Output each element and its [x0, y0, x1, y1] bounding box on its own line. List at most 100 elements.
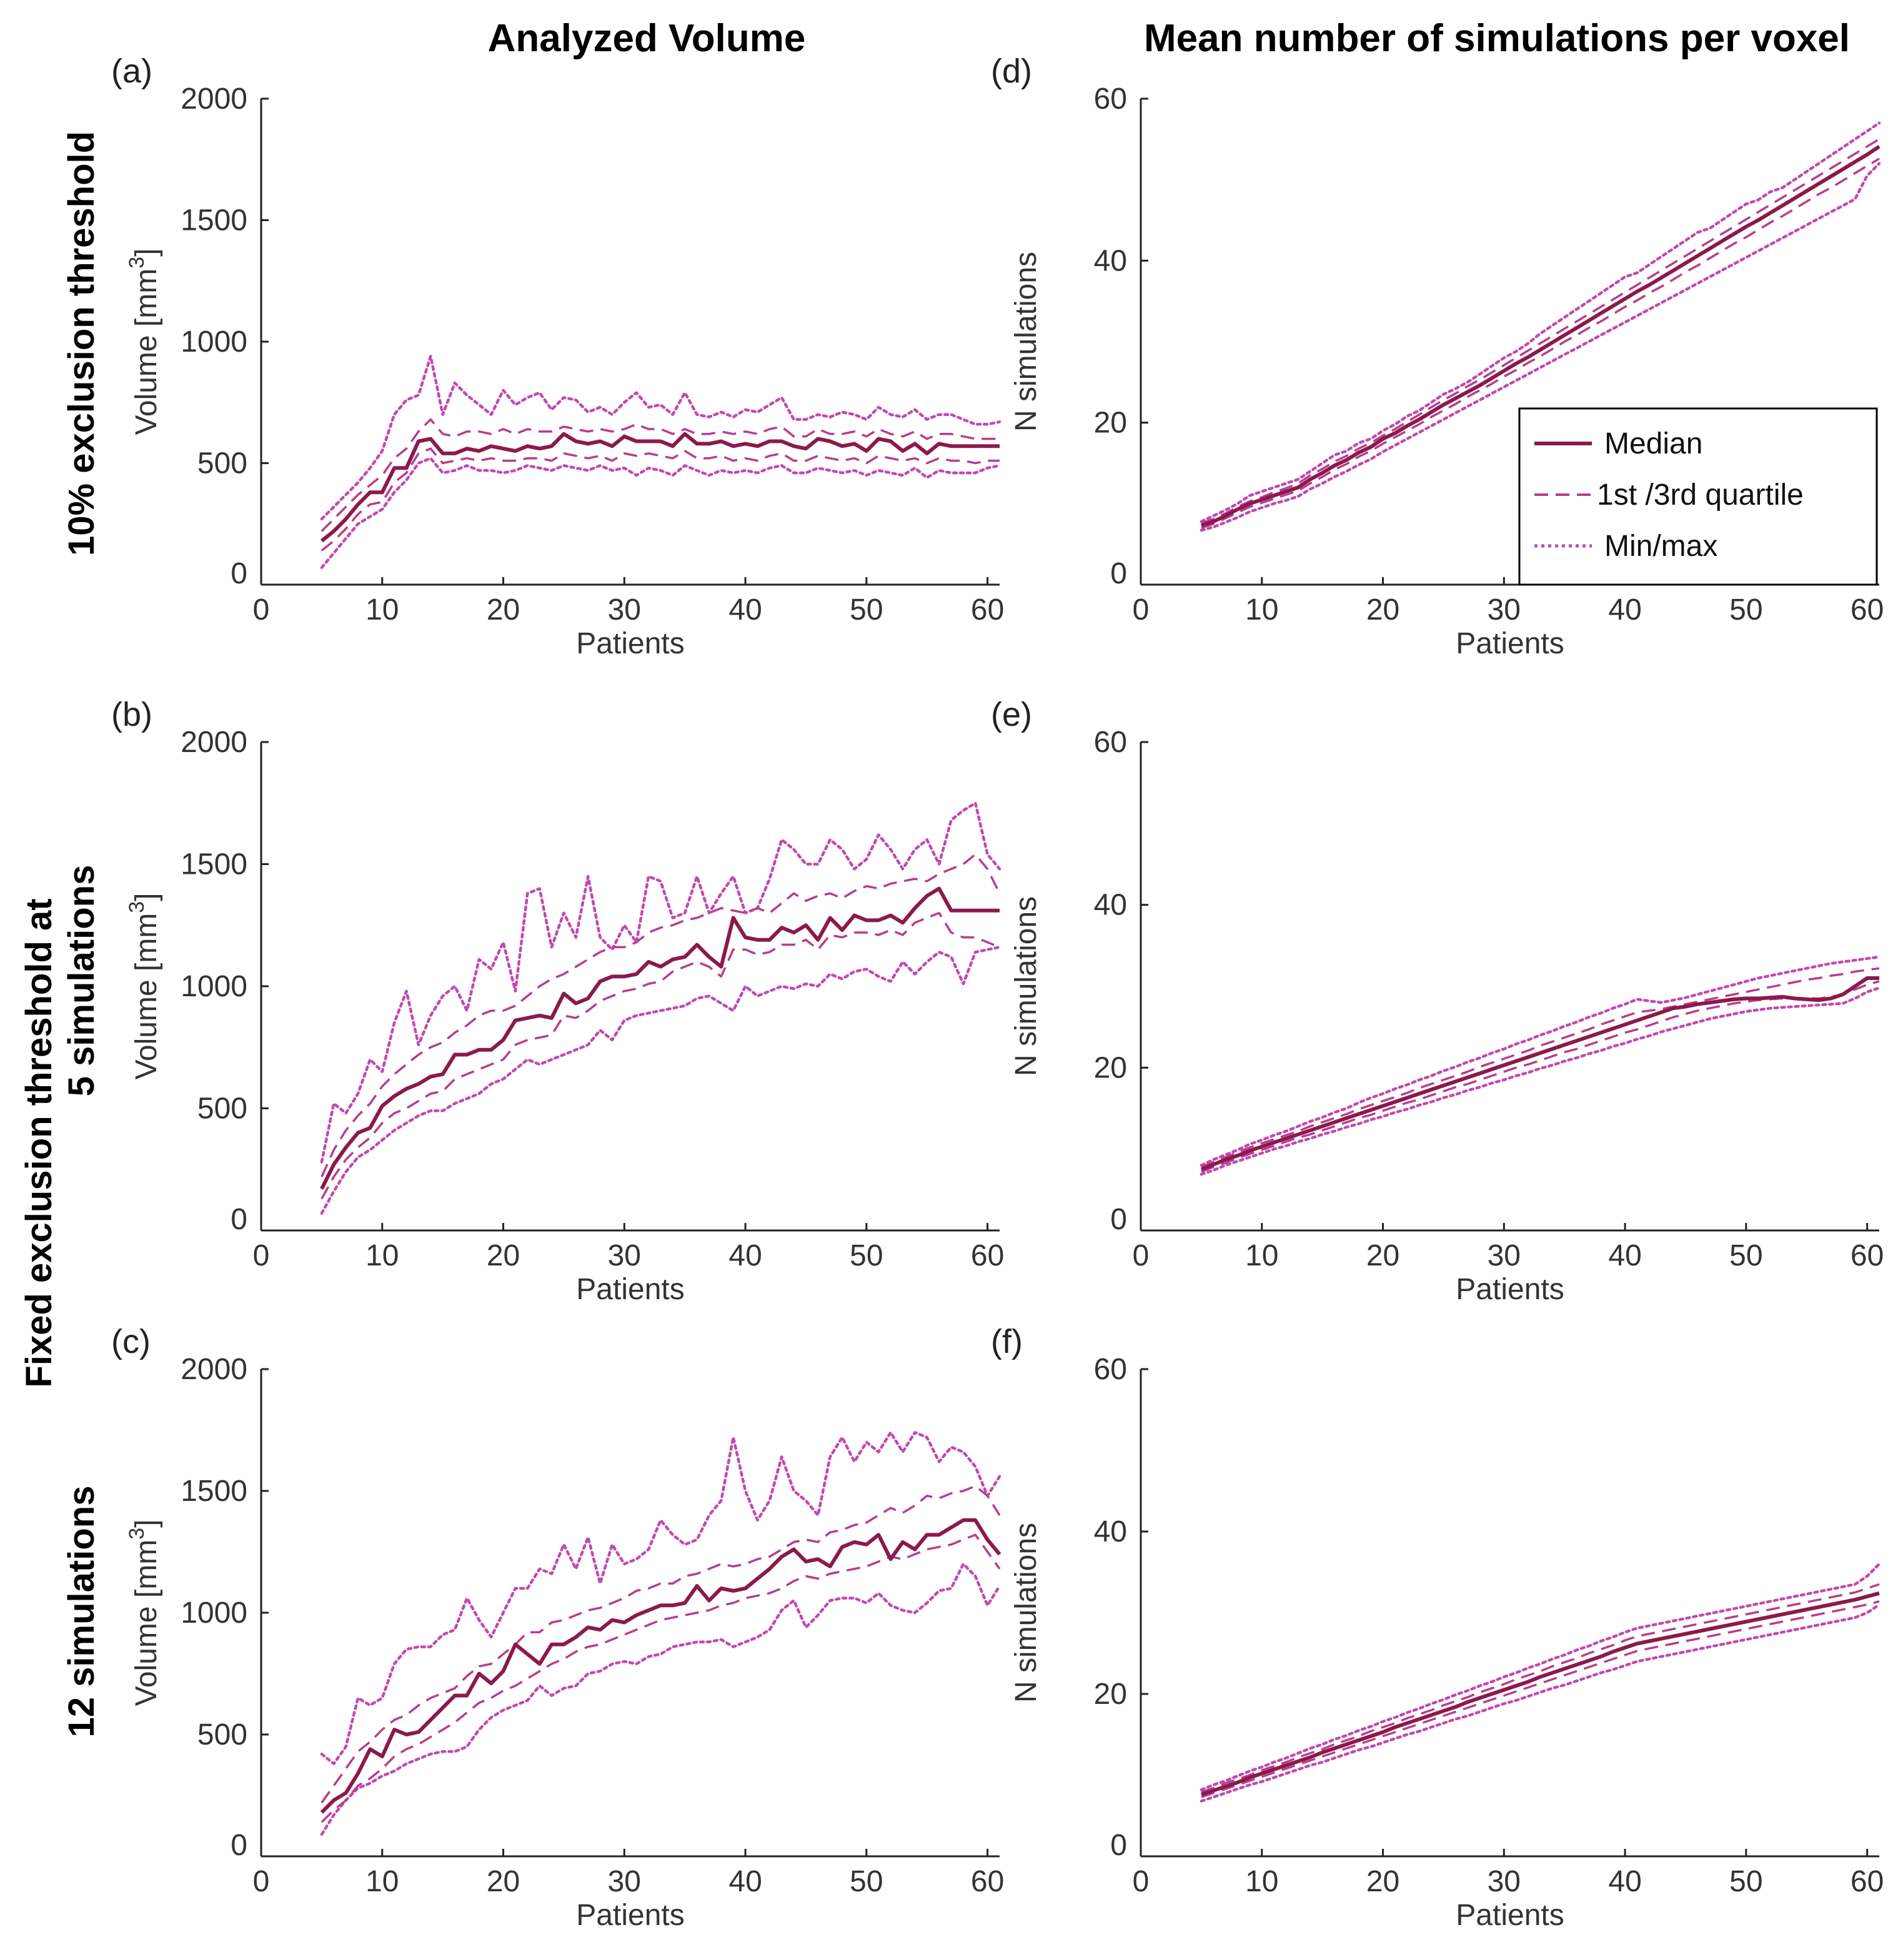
- series-min-line: [320, 457, 1001, 570]
- y-tick-label: 20: [1094, 1678, 1127, 1711]
- y-tick-label: 1500: [181, 204, 247, 237]
- y-axis-label: Volume [mm3]: [125, 893, 163, 1079]
- x-tick-label: 60: [1851, 593, 1884, 626]
- x-tick-label: 20: [487, 1865, 520, 1898]
- x-tick-label: 40: [1608, 593, 1641, 626]
- x-tick-label: 30: [1488, 593, 1521, 626]
- series-max-line: [320, 801, 1001, 1164]
- y-axis-label-end: ]: [130, 1519, 163, 1527]
- x-tick-label: 10: [1245, 1865, 1278, 1898]
- x-tick-label: 50: [850, 1865, 883, 1898]
- x-tick-label: 30: [608, 1865, 641, 1898]
- panel-label: (d): [991, 52, 1032, 90]
- panel-label: (f): [991, 1323, 1023, 1360]
- series-q1-line: [320, 1533, 1001, 1823]
- x-tick-label: 40: [728, 1865, 762, 1898]
- x-axis-label: Patients: [576, 627, 684, 660]
- panel-f: 0 10 20 30 40 50 60 0 20 40 60 Patients N simulation…: [991, 1323, 1884, 1932]
- row-title-10pct: 10% exclusion threshold: [61, 131, 102, 556]
- legend-label-minmax: Min/max: [1604, 530, 1717, 563]
- y-tick-label: 60: [1094, 82, 1127, 116]
- y-tick-label: 40: [1094, 1515, 1127, 1548]
- x-tick-label: 0: [253, 1239, 270, 1272]
- y-axis-label-main: Volume [mm: [130, 1540, 163, 1706]
- y-tick-label: 0: [1110, 1829, 1127, 1862]
- x-tick-label: 50: [1729, 593, 1762, 626]
- x-tick-label: 30: [1488, 1865, 1521, 1898]
- y-tick-label: 2000: [181, 726, 247, 759]
- x-axis-label: Patients: [576, 1899, 684, 1932]
- x-tick-label: 30: [608, 593, 641, 626]
- series-q3-line: [320, 853, 1001, 1177]
- x-tick-label: 40: [728, 1239, 762, 1272]
- x-tick-label: 20: [487, 593, 520, 626]
- column-title-volume: Analyzed Volume: [488, 17, 806, 60]
- x-tick-label: 50: [850, 593, 883, 626]
- series-min-line: [1200, 1603, 1881, 1803]
- legend-label-median: Median: [1604, 427, 1702, 460]
- x-tick-label: 60: [971, 1239, 1004, 1272]
- y-tick-label: 0: [231, 1203, 247, 1236]
- y-tick-label: 0: [231, 557, 247, 590]
- panel-label: (e): [991, 696, 1032, 733]
- x-axis-label: Patients: [1456, 1273, 1564, 1306]
- x-tick-label: 20: [1366, 1865, 1399, 1898]
- series-min-line: [1200, 986, 1881, 1176]
- x-tick-label: 10: [365, 1865, 399, 1898]
- series-q3-line: [320, 1485, 1001, 1804]
- x-tick-label: 20: [1366, 1239, 1399, 1272]
- series-q1-line: [1201, 157, 1880, 529]
- series-q3-line: [1201, 138, 1880, 525]
- x-axis-label: Patients: [576, 1273, 684, 1306]
- series-median-line: [320, 432, 1000, 543]
- y-tick-label: 20: [1094, 407, 1127, 440]
- series-min-line: [1200, 162, 1881, 532]
- y-tick-label: 500: [197, 447, 247, 480]
- panel-c: 0 10 20 30 40 50 60 0 500 1000 1500 2000 Patients Vol…: [111, 1323, 1004, 1932]
- series-max-line: [320, 1431, 1001, 1766]
- panel-e: 0 10 20 30 40 50 60 0 20 40 60 Patients N simulation…: [991, 696, 1884, 1306]
- row-title-12sim: 12 simulations: [61, 1486, 102, 1738]
- legend-box: [1518, 407, 1878, 586]
- x-tick-label: 50: [850, 1239, 883, 1272]
- y-axis-label: Volume [mm3]: [125, 1519, 163, 1706]
- y-tick-label: 1000: [181, 970, 247, 1003]
- panel-label: (a): [111, 52, 152, 90]
- series-q1-line: [320, 447, 1000, 552]
- panel-b: 0 10 20 30 40 50 60 0 500 1000 1500 2000 Patients Vol…: [111, 696, 1004, 1306]
- series-max-line: [1200, 121, 1881, 523]
- x-tick-label: 0: [253, 593, 270, 626]
- series-median-line: [320, 1518, 1001, 1814]
- legend-label-quartile: 1st /3rd quartile: [1597, 478, 1804, 512]
- legend: Median 1st /3rd quartile Min/max: [1518, 407, 1878, 586]
- x-tick-label: 60: [971, 593, 1004, 626]
- panel-label: (b): [111, 696, 152, 733]
- series-max-line: [320, 355, 1001, 521]
- x-tick-label: 60: [1851, 1865, 1884, 1898]
- y-axis-label: Volume [mm3]: [125, 248, 163, 435]
- y-tick-label: 1500: [181, 848, 247, 881]
- y-axis-label: N simulations: [1010, 1523, 1043, 1703]
- x-tick-label: 60: [971, 1865, 1004, 1898]
- y-tick-label: 0: [1110, 1203, 1127, 1236]
- y-tick-label: 1000: [181, 325, 247, 359]
- y-tick-label: 500: [197, 1718, 247, 1751]
- y-tick-label: 2000: [181, 1353, 247, 1386]
- series-median-line: [1200, 976, 1879, 1172]
- y-tick-label: 500: [197, 1092, 247, 1126]
- x-tick-label: 50: [1729, 1865, 1762, 1898]
- series-max-line: [1200, 955, 1881, 1167]
- column-title-simulations: Mean number of simulations per voxel: [1144, 17, 1850, 60]
- x-tick-label: 50: [1729, 1239, 1762, 1272]
- x-axis-label: Patients: [1456, 627, 1564, 660]
- y-tick-label: 2000: [181, 82, 247, 116]
- y-tick-label: 1000: [181, 1596, 247, 1630]
- series-median-line: [1200, 1591, 1880, 1797]
- y-tick-label: 60: [1094, 726, 1127, 759]
- y-axis-label-sup: 3: [125, 1528, 149, 1540]
- series-q1-line: [1201, 1600, 1880, 1798]
- y-tick-label: 0: [231, 1829, 247, 1862]
- y-axis-label-main: Volume [mm: [130, 269, 163, 435]
- y-axis-label: N simulations: [1010, 896, 1043, 1076]
